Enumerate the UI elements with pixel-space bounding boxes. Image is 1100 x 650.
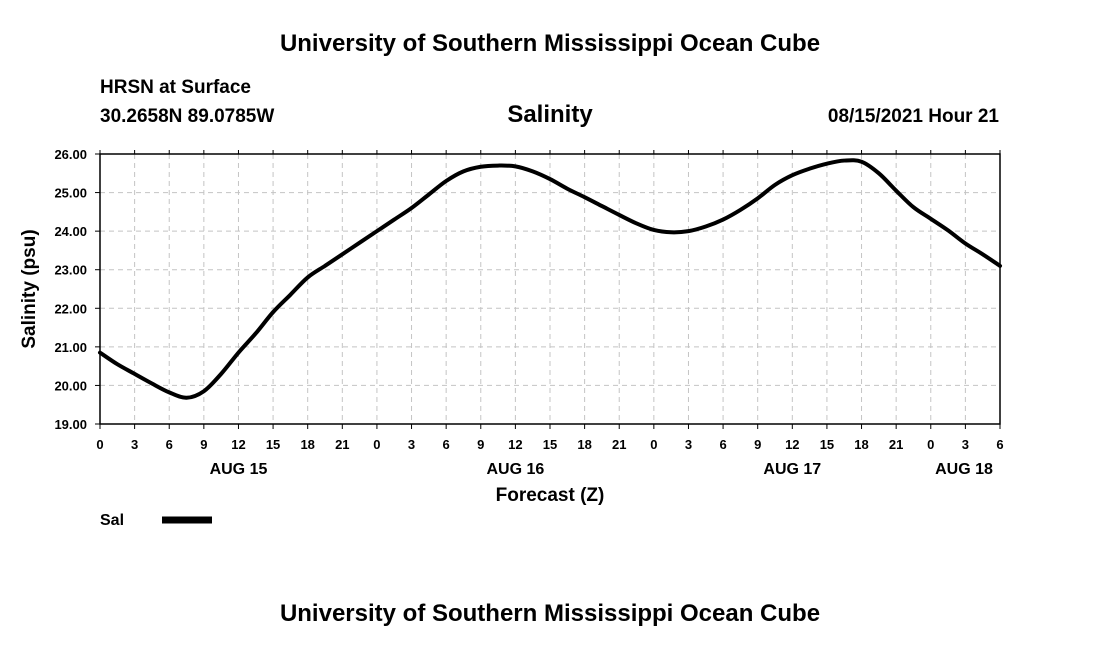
chart-title: Salinity xyxy=(507,101,593,128)
date-label: AUG 16 xyxy=(486,461,544,478)
series-line-sal xyxy=(98,158,1002,400)
x-tick-label: 18 xyxy=(300,437,314,452)
x-tick-label: 6 xyxy=(443,437,450,452)
date-label: AUG 15 xyxy=(210,461,268,478)
x-tick-label: 12 xyxy=(785,437,799,452)
x-tick-label: 9 xyxy=(477,437,484,452)
footer-title: University of Southern Mississippi Ocean… xyxy=(279,600,821,627)
x-tick-label: 6 xyxy=(719,437,726,452)
x-tick-label: 3 xyxy=(962,437,969,452)
grid-lines xyxy=(100,154,1000,424)
x-tick-label: 21 xyxy=(335,437,349,452)
x-tick-label: 21 xyxy=(612,437,626,452)
x-tick-label: 9 xyxy=(200,437,207,452)
x-tick-label: 15 xyxy=(543,437,557,452)
x-axis-label: Forecast (Z) xyxy=(496,485,605,506)
y-axis-label: Salinity (psu) xyxy=(19,229,40,348)
y-tick-label: 21.00 xyxy=(54,340,87,355)
y-tick-label: 26.00 xyxy=(54,147,87,162)
y-tick-label: 24.00 xyxy=(54,224,87,239)
x-tick-label: 3 xyxy=(408,437,415,452)
axes: 19.00 20.00 21.00 22.00 23.00 24.00 25.00 26.00… xyxy=(54,147,1003,478)
x-tick-label: 18 xyxy=(577,437,591,452)
series-layer xyxy=(98,158,1002,400)
y-tick-label: 19.00 xyxy=(54,417,87,432)
x-tick-label: 0 xyxy=(927,437,934,452)
legend-label: Sal xyxy=(100,512,124,529)
x-tick-label: 0 xyxy=(650,437,657,452)
x-tick-label: 0 xyxy=(96,437,103,452)
date-label: AUG 17 xyxy=(763,461,821,478)
x-tick-label: 6 xyxy=(166,437,173,452)
x-tick-label: 15 xyxy=(820,437,834,452)
x-tick-label: 12 xyxy=(508,437,522,452)
x-tick-label: 3 xyxy=(685,437,692,452)
x-tick-label: 9 xyxy=(754,437,761,452)
datetime-label: 08/15/2021 Hour 21 xyxy=(827,106,999,127)
x-tick-label: 0 xyxy=(373,437,380,452)
y-tick-label: 23.00 xyxy=(54,263,87,278)
header-title: University of Southern Mississippi Ocean… xyxy=(279,30,821,57)
y-tick-label: 22.00 xyxy=(54,301,87,316)
station-label: HRSN at Surface xyxy=(100,77,251,98)
y-tick-label: 25.00 xyxy=(54,186,87,201)
x-tick-label: 6 xyxy=(996,437,1003,452)
x-tick-label: 21 xyxy=(889,437,903,452)
coords-label: 30.2658N 89.0785W xyxy=(100,106,275,127)
y-tick-label: 20.00 xyxy=(54,378,87,393)
x-tick-label: 12 xyxy=(231,437,245,452)
x-tick-label: 18 xyxy=(854,437,868,452)
plot-frame xyxy=(99,153,1001,425)
date-label: AUG 18 xyxy=(935,461,993,478)
x-tick-label: 3 xyxy=(131,437,138,452)
x-tick-label: 15 xyxy=(266,437,280,452)
